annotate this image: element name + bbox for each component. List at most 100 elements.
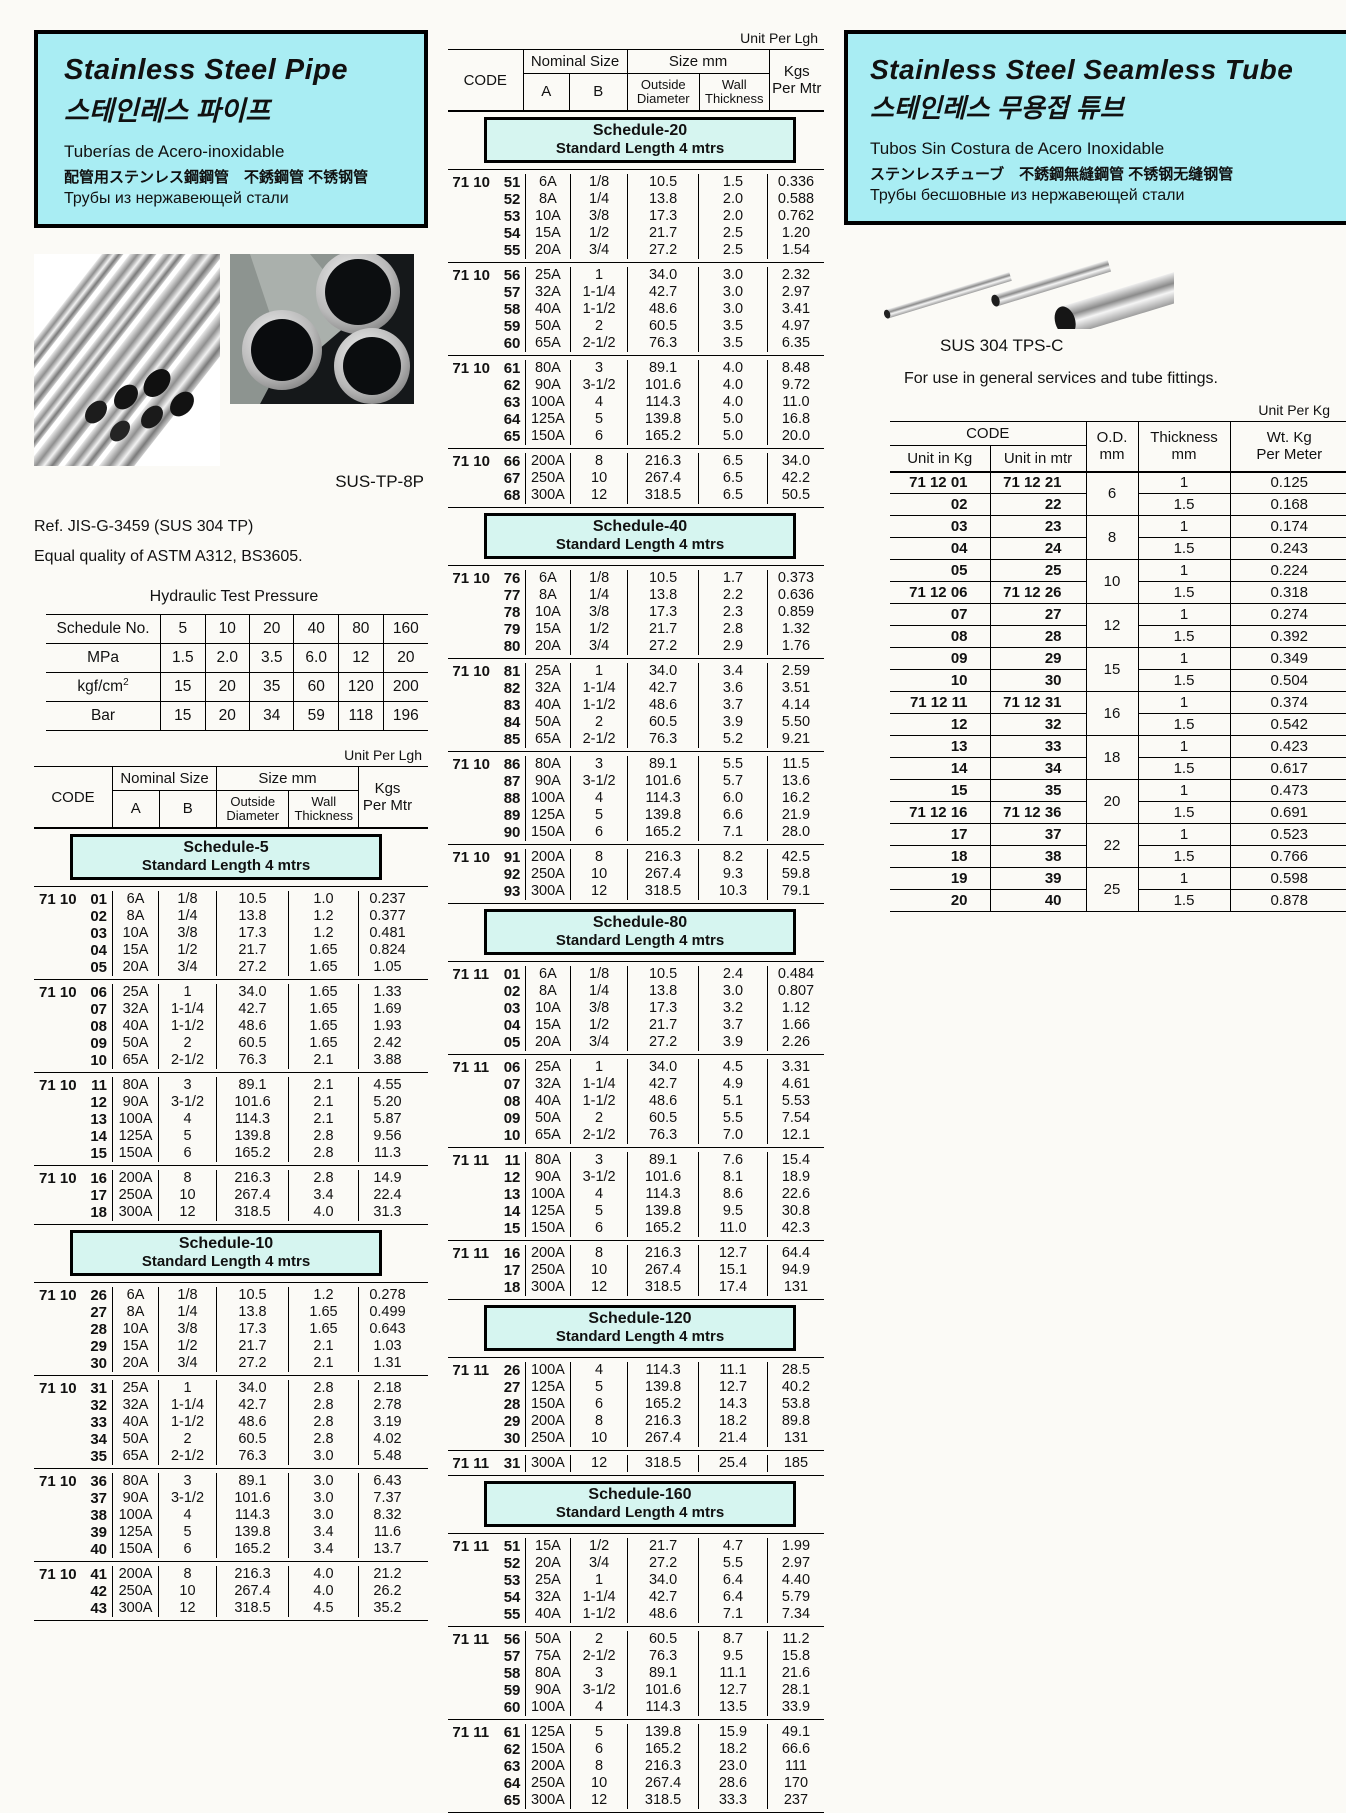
value-cell: 1.7 xyxy=(722,570,744,586)
table-column: 25.4 xyxy=(698,1455,767,1472)
value-cell: 40A xyxy=(535,1606,561,1622)
value-cell: 165.2 xyxy=(644,1741,682,1757)
value-cell: 4.5 xyxy=(722,1059,744,1075)
value-cell: 4.0 xyxy=(722,394,744,410)
schedule-name: Schedule-40 xyxy=(592,518,688,535)
table-column: 11.1 12.7 14.3 18.2 21.4 xyxy=(698,1362,767,1447)
value-cell: 2.8 xyxy=(313,1145,334,1161)
value-cell: 1.31 xyxy=(373,1355,402,1371)
code-cell: 62 xyxy=(503,377,521,394)
value-cell: 300A xyxy=(530,1279,565,1295)
schedule-length-note: Standard Length 4 mtrs xyxy=(141,1253,311,1270)
value-cell: 318.5 xyxy=(644,1279,682,1295)
schedule-banner-row: Schedule-10 Standard Length 4 mtrs xyxy=(34,1225,428,1283)
value-cell: 300A xyxy=(530,883,565,899)
code-cell: 57 xyxy=(503,1648,521,1665)
table-column: 1 1-1/4 1-1/2 2 2-1/2 xyxy=(158,984,216,1069)
code-cell: 40 xyxy=(90,1541,107,1558)
value-cell: 1-1/4 xyxy=(170,1397,205,1413)
table-column: 50A 75A 80A 90A 100A xyxy=(524,1631,570,1716)
table-row-group: 71 10 91 92 93 200A 250A 300A 8 10 12 216.3 267.4 31… xyxy=(448,845,824,904)
value-cell: 76.3 xyxy=(648,1127,678,1143)
thickness-cell: 1.5 xyxy=(1137,669,1230,692)
pipe-header-box: Stainless Steel Pipe 스테인레스 파이프 Tuberías … xyxy=(34,30,428,228)
table-column: 10.5 13.8 17.3 21.7 27.2 xyxy=(627,570,698,655)
value-cell: 1.65 xyxy=(309,1001,338,1017)
wt-cell: 0.318 xyxy=(1229,581,1346,604)
code-cell: 53 xyxy=(503,208,521,225)
table-column: 71 10 66 67 68 xyxy=(448,453,525,504)
table-row-group: 71 11 56 57 58 59 60 50A 75A 80A 90A 100A 2 2-1/2 3 3-… xyxy=(448,1627,824,1720)
code-cell: 64 xyxy=(503,1775,521,1792)
value-cell: 21.7 xyxy=(648,621,678,637)
table-column: 34.0 42.2 50.5 xyxy=(766,453,824,504)
value-cell: 1/4 xyxy=(589,587,610,603)
wt-cell: 0.423 xyxy=(1229,735,1346,758)
table-column: 71 10 86 87 88 89 90 xyxy=(448,756,525,841)
code-cell: 71 10 16 xyxy=(39,1170,107,1187)
value-cell: 76.3 xyxy=(238,1448,267,1464)
value-cell: 6A xyxy=(539,570,557,586)
wt-cell: 0.274 xyxy=(1229,603,1346,626)
code-cell: 52 xyxy=(503,191,521,208)
code-mtr-cell: 32 xyxy=(989,713,1086,736)
table-column: 1 1-1/4 1-1/2 2 2-1/2 xyxy=(158,1380,216,1465)
code-kg-cell: 08 xyxy=(890,625,990,648)
table-column: 7.6 8.1 8.6 9.5 11.0 xyxy=(698,1152,767,1237)
value-cell: 3/4 xyxy=(589,1034,610,1050)
table-column: 1 1-1/4 1-1/2 2 2-1/2 xyxy=(570,267,627,352)
value-cell: 1.65 xyxy=(309,984,338,1000)
code-cell: 59 xyxy=(503,318,521,335)
pipe-title-korean: 스테인레스 파이프 xyxy=(64,96,271,126)
value-cell: 34.0 xyxy=(781,453,811,469)
value-cell: 90A xyxy=(122,1094,149,1110)
tube-col-od: O.D. mm xyxy=(1085,421,1138,473)
table-row-group: 71 11 11 12 13 14 15 80A 90A 100A 125A 150A 3 3-1/2 4… xyxy=(448,1148,824,1241)
table-row-group: 71 10 06 07 08 09 10 25A 32A 40A 50A 65A 1 1-1/4 1-1/… xyxy=(34,980,428,1073)
value-cell: 1/8 xyxy=(589,570,610,586)
thickness-cell: 1 xyxy=(1137,735,1230,758)
od-cell: 12 xyxy=(1085,603,1138,648)
value-cell: 76.3 xyxy=(238,1052,267,1068)
wt-cell: 0.766 xyxy=(1229,845,1346,868)
tube-subtitle-japanese: ステンレスチューブ 不銹鋼無縫鋼管 不锈钢无缝钢管 xyxy=(870,166,1234,183)
table-row-group: 71 10 11 12 13 14 15 80A 90A 100A 125A 150A 3 3-1/2 4… xyxy=(34,1073,428,1166)
pressure-value: 20 xyxy=(248,614,294,644)
value-cell: 1.2 xyxy=(313,908,334,924)
code-kg-cell: 10 xyxy=(890,669,990,692)
code-kg-cell: 71 12 16 xyxy=(890,801,990,824)
value-cell: 14.3 xyxy=(718,1396,748,1412)
value-cell: 237 xyxy=(783,1792,809,1808)
value-cell: 3.88 xyxy=(373,1052,402,1068)
table-row: 02 22 1.5 0.168 xyxy=(890,493,1346,516)
schedule-banner-row: Schedule-80 Standard Length 4 mtrs xyxy=(448,904,824,962)
value-cell: 300A xyxy=(530,1455,565,1471)
value-cell: 32A xyxy=(535,284,561,300)
value-cell: 100A xyxy=(530,1362,565,1378)
value-cell: 17.3 xyxy=(648,604,678,620)
pipe-bundle-photo xyxy=(34,254,220,466)
code-cell: 29 xyxy=(90,1338,107,1355)
value-cell: 2.1 xyxy=(313,1111,334,1127)
value-cell: 28.0 xyxy=(781,824,811,840)
value-cell: 2-1/2 xyxy=(170,1052,205,1068)
value-cell: 114.3 xyxy=(234,1111,271,1127)
value-cell: 11.1 xyxy=(719,1665,747,1681)
value-cell: 3.7 xyxy=(722,1017,744,1033)
value-cell: 5 xyxy=(595,1724,604,1740)
pressure-value: 118 xyxy=(337,701,384,731)
value-cell: 2.8 xyxy=(313,1170,334,1186)
value-cell: 20A xyxy=(122,1355,149,1371)
value-cell: 1.65 xyxy=(309,959,338,975)
value-cell: 216.3 xyxy=(644,1758,682,1774)
value-cell: 2.18 xyxy=(373,1380,402,1396)
value-cell: 4 xyxy=(183,1111,192,1127)
wt-cell: 0.125 xyxy=(1229,471,1346,494)
code-cell: 15 xyxy=(503,1220,521,1237)
table-row-group: 71 11 51 52 53 54 55 15A 20A 25A 32A 40A 1/2 3/4 1 1-1… xyxy=(448,1534,824,1627)
value-cell: 200A xyxy=(530,1413,565,1429)
table-column: 25A 32A 40A 50A 65A xyxy=(524,267,570,352)
value-cell: 8.2 xyxy=(722,849,744,865)
value-cell: 12 xyxy=(591,883,608,899)
value-cell: 3 xyxy=(595,1665,604,1681)
